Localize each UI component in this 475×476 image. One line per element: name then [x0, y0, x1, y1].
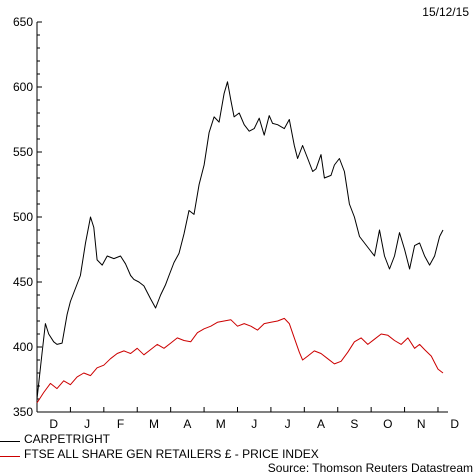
legend-swatch-ftse — [0, 456, 20, 457]
x-tick-label: N — [417, 417, 426, 431]
y-tick-label: 500 — [13, 210, 33, 224]
y-tick-label: 600 — [13, 80, 33, 94]
legend-label-carpetright: CARPETRIGHT — [24, 432, 111, 446]
series-line-ftse-retailers — [36, 317, 444, 404]
x-tick-label: A — [183, 417, 191, 431]
x-tick-label: F — [117, 417, 124, 431]
y-tick-label: 400 — [13, 340, 33, 354]
x-tick-label: O — [383, 417, 392, 431]
y-tick-label: 450 — [13, 275, 33, 289]
axes: 350 400 450 500 550 600 650 D J F M A M J J A S O N D — [13, 15, 459, 431]
source-note: Source: Thomson Reuters Datastream — [267, 461, 473, 475]
x-tick-label: D — [49, 417, 58, 431]
x-tick-label: M — [216, 417, 226, 431]
x-tick-label: M — [149, 417, 159, 431]
series-line-carpetright — [36, 81, 444, 400]
legend-label-ftse: FTSE ALL SHARE GEN RETAILERS £ - PRICE I… — [24, 447, 319, 461]
x-tick-label: A — [317, 417, 325, 431]
x-tick-label: D — [450, 417, 459, 431]
series-layer — [36, 81, 444, 404]
y-tick-label: 350 — [13, 405, 33, 419]
y-tick-label: 550 — [13, 145, 33, 159]
legend-swatch-carpetright — [0, 441, 20, 442]
y-tick-label: 650 — [13, 15, 33, 29]
x-tick-label: J — [285, 417, 291, 431]
x-tick-label: J — [251, 417, 257, 431]
x-tick-label: J — [84, 417, 90, 431]
x-tick-label: S — [350, 417, 358, 431]
date-label: 15/12/15 — [422, 5, 469, 19]
